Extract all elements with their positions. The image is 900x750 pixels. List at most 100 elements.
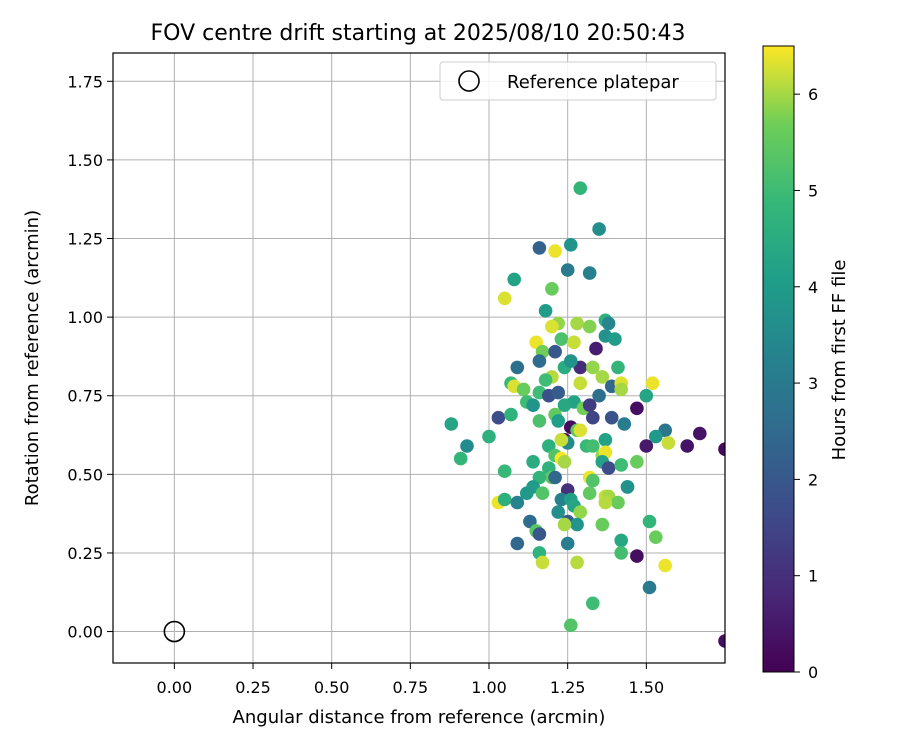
data-point xyxy=(551,385,565,400)
x-axis-label: Angular distance from reference (arcmin) xyxy=(233,707,606,728)
data-point xyxy=(444,417,459,431)
data-point xyxy=(649,429,663,444)
data-point xyxy=(582,266,597,280)
data-points xyxy=(444,181,725,648)
data-point xyxy=(598,495,613,510)
data-point xyxy=(642,514,657,529)
x-tick-label: 0.50 xyxy=(314,678,350,697)
data-point xyxy=(630,549,644,563)
data-point xyxy=(526,455,540,469)
data-point xyxy=(538,373,553,387)
data-point xyxy=(526,398,540,413)
data-point xyxy=(639,439,654,453)
data-point xyxy=(564,238,578,252)
data-point xyxy=(548,344,562,359)
data-point xyxy=(620,480,635,494)
y-tick-label: 0.75 xyxy=(67,387,103,406)
data-point xyxy=(611,495,625,510)
data-point xyxy=(535,555,550,570)
data-point xyxy=(497,291,512,306)
data-point xyxy=(482,429,496,444)
y-tick-label: 0.50 xyxy=(67,465,103,484)
data-point xyxy=(551,505,565,519)
legend-box xyxy=(439,61,717,101)
data-point xyxy=(510,495,525,510)
legend-entry-reference-platepar: Reference platepar xyxy=(507,72,679,93)
y-tick-label: 0.00 xyxy=(67,623,103,642)
data-point xyxy=(630,401,644,416)
data-point xyxy=(693,426,707,441)
data-point xyxy=(532,414,547,428)
data-point xyxy=(557,398,572,413)
x-tick-label: 0.25 xyxy=(235,678,271,697)
x-tick-label: 0.00 xyxy=(157,678,193,697)
data-point xyxy=(564,354,578,368)
data-point xyxy=(564,618,578,633)
data-point xyxy=(614,546,628,560)
data-point xyxy=(586,360,600,375)
data-point xyxy=(582,319,597,334)
grid-lines xyxy=(113,53,725,663)
data-point xyxy=(645,376,660,391)
data-point xyxy=(598,433,613,447)
data-point xyxy=(586,473,600,488)
y-tick-label: 1.25 xyxy=(67,230,103,249)
data-point xyxy=(582,486,597,501)
data-point xyxy=(548,470,562,485)
data-point xyxy=(557,455,572,469)
data-point xyxy=(661,436,676,450)
data-point xyxy=(453,451,468,466)
data-point xyxy=(520,486,534,501)
data-point xyxy=(586,439,600,453)
chart-title: FOV centre drift starting at 2025/08/10 … xyxy=(151,21,686,46)
data-point xyxy=(582,398,597,413)
colorbar-label: Hours from first FF file xyxy=(829,260,850,461)
x-tick-label: 0.75 xyxy=(393,678,429,697)
colorbar-tick-label: 0 xyxy=(808,663,818,682)
data-point xyxy=(595,517,610,532)
data-point xyxy=(535,486,550,501)
data-point xyxy=(545,282,559,296)
data-point xyxy=(532,354,547,368)
data-point xyxy=(611,360,625,375)
y-tick-label: 1.00 xyxy=(67,308,103,327)
x-tick-label: 1.00 xyxy=(471,678,507,697)
data-point xyxy=(570,316,584,331)
data-point xyxy=(601,316,616,331)
data-point xyxy=(608,332,622,346)
data-point xyxy=(718,634,725,648)
data-point xyxy=(491,410,506,425)
y-tick-label: 0.25 xyxy=(67,544,103,563)
legend: Reference platepar xyxy=(439,61,717,101)
data-point xyxy=(554,492,569,507)
y-axis-label: Rotation from reference (arcmin) xyxy=(22,210,43,506)
data-point xyxy=(507,272,521,287)
data-point xyxy=(649,530,663,544)
x-tick-label: 1.50 xyxy=(629,678,665,697)
data-point xyxy=(516,382,531,397)
data-point xyxy=(586,410,600,425)
data-point xyxy=(554,433,569,447)
data-point xyxy=(504,407,518,422)
data-point xyxy=(592,222,606,236)
data-point xyxy=(570,517,584,532)
data-point xyxy=(601,461,616,475)
data-point xyxy=(554,332,569,346)
data-point xyxy=(614,458,628,472)
data-point xyxy=(658,558,672,573)
colorbar-tick-label: 1 xyxy=(808,567,818,586)
data-point xyxy=(548,244,562,258)
data-point xyxy=(460,439,474,453)
data-point xyxy=(551,414,565,428)
data-point xyxy=(567,335,581,350)
data-point xyxy=(614,533,628,548)
data-point xyxy=(589,341,603,356)
data-point xyxy=(560,536,575,551)
data-point xyxy=(639,388,654,403)
colorbar-tick-label: 6 xyxy=(808,85,818,104)
data-point xyxy=(573,376,588,391)
data-point xyxy=(532,527,547,541)
y-tick-label: 1.50 xyxy=(67,151,103,170)
data-point xyxy=(604,410,619,425)
data-point xyxy=(510,360,525,375)
